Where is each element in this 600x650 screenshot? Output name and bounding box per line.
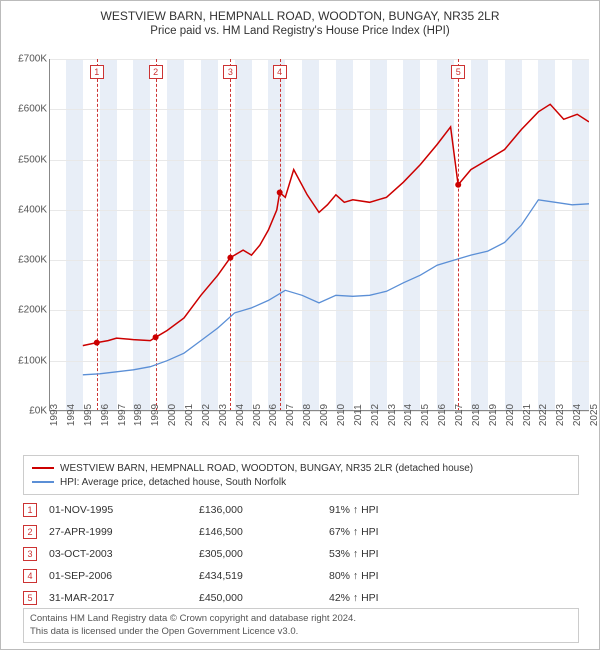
sale-marker-dot: [277, 190, 283, 196]
y-tick-label: £600K: [5, 104, 47, 115]
footer-line-2: This data is licensed under the Open Gov…: [30, 626, 572, 638]
marker-number-box: 2: [149, 65, 163, 79]
y-tick-label: £400K: [5, 204, 47, 215]
table-price: £434,519: [199, 570, 329, 582]
table-date: 01-SEP-2006: [49, 570, 199, 582]
y-tick-label: £100K: [5, 355, 47, 366]
sale-marker-dot: [227, 255, 233, 261]
title-line-2: Price paid vs. HM Land Registry's House …: [11, 25, 589, 37]
x-tick-label: 1995: [83, 404, 94, 426]
table-date: 31-MAR-2017: [49, 592, 199, 604]
y-tick-label: £700K: [5, 54, 47, 65]
marker-number-box: 5: [451, 65, 465, 79]
marker-number-box: 3: [223, 65, 237, 79]
y-tick-label: £300K: [5, 255, 47, 266]
table-vs-hpi: 80% ↑ HPI: [329, 570, 489, 582]
series-svg: [49, 59, 589, 411]
x-tick-label: 1999: [150, 404, 161, 426]
sale-marker-dot: [455, 182, 461, 188]
sale-marker-dot: [153, 334, 159, 340]
table-row: 4 01-SEP-2006£434,51980% ↑ HPI: [23, 565, 579, 587]
table-price: £146,500: [199, 526, 329, 538]
y-tick-label: £200K: [5, 305, 47, 316]
x-tick-label: 2004: [235, 404, 246, 426]
table-marker-number: 3: [23, 547, 37, 561]
series-property: [83, 104, 589, 345]
x-tick-label: 2019: [488, 404, 499, 426]
table-marker-number: 4: [23, 569, 37, 583]
series-hpi: [83, 200, 589, 375]
x-tick-label: 1993: [49, 404, 60, 426]
title-line-1: WESTVIEW BARN, HEMPNALL ROAD, WOODTON, B…: [11, 9, 589, 23]
table-vs-hpi: 91% ↑ HPI: [329, 504, 489, 516]
table-row: 1 01-NOV-1995£136,00091% ↑ HPI: [23, 499, 579, 521]
x-tick-label: 2008: [302, 404, 313, 426]
x-tick-label: 2015: [420, 404, 431, 426]
table-vs-hpi: 67% ↑ HPI: [329, 526, 489, 538]
marker-number-box: 1: [90, 65, 104, 79]
footer-line-1: Contains HM Land Registry data © Crown c…: [30, 613, 572, 625]
legend: WESTVIEW BARN, HEMPNALL ROAD, WOODTON, B…: [23, 455, 579, 495]
x-tick-label: 2024: [572, 404, 583, 426]
y-tick-label: £0K: [5, 406, 47, 417]
x-tick-label: 2000: [167, 404, 178, 426]
x-tick-label: 2012: [370, 404, 381, 426]
y-tick-label: £500K: [5, 154, 47, 165]
table-row: 3 03-OCT-2003£305,00053% ↑ HPI: [23, 543, 579, 565]
x-tick-label: 1994: [66, 404, 77, 426]
x-tick-label: 1998: [133, 404, 144, 426]
x-tick-label: 2001: [184, 404, 195, 426]
table-date: 27-APR-1999: [49, 526, 199, 538]
table-row: 2 27-APR-1999£146,50067% ↑ HPI: [23, 521, 579, 543]
x-tick-label: 2011: [353, 404, 364, 426]
sales-table: 1 01-NOV-1995£136,00091% ↑ HPI 2 27-APR-199…: [23, 499, 579, 609]
x-tick-label: 2014: [403, 404, 414, 426]
x-tick-label: 2010: [336, 404, 347, 426]
marker-number-box: 4: [273, 65, 287, 79]
x-tick-label: 2022: [538, 404, 549, 426]
x-tick-label: 2009: [319, 404, 330, 426]
sale-marker-dot: [94, 340, 100, 346]
legend-label: HPI: Average price, detached house, Sout…: [60, 477, 286, 488]
x-tick-label: 1997: [117, 404, 128, 426]
x-tick-label: 2025: [589, 404, 600, 426]
table-marker-number: 1: [23, 503, 37, 517]
legend-row: WESTVIEW BARN, HEMPNALL ROAD, WOODTON, B…: [32, 461, 570, 475]
table-row: 5 31-MAR-2017£450,00042% ↑ HPI: [23, 587, 579, 609]
x-tick-label: 2013: [387, 404, 398, 426]
x-tick-label: 2020: [505, 404, 516, 426]
table-vs-hpi: 42% ↑ HPI: [329, 592, 489, 604]
x-tick-label: 2006: [268, 404, 279, 426]
x-tick-label: 2023: [555, 404, 566, 426]
footer-attribution: Contains HM Land Registry data © Crown c…: [23, 608, 579, 643]
title-block: WESTVIEW BARN, HEMPNALL ROAD, WOODTON, B…: [1, 1, 599, 41]
table-date: 01-NOV-1995: [49, 504, 199, 516]
x-tick-label: 2017: [454, 404, 465, 426]
table-price: £450,000: [199, 592, 329, 604]
table-price: £136,000: [199, 504, 329, 516]
table-marker-number: 5: [23, 591, 37, 605]
chart-container: WESTVIEW BARN, HEMPNALL ROAD, WOODTON, B…: [0, 0, 600, 650]
x-tick-label: 2005: [252, 404, 263, 426]
table-date: 03-OCT-2003: [49, 548, 199, 560]
x-tick-label: 1996: [100, 404, 111, 426]
legend-swatch: [32, 467, 54, 469]
x-tick-label: 2016: [437, 404, 448, 426]
x-tick-label: 2007: [285, 404, 296, 426]
table-marker-number: 2: [23, 525, 37, 539]
legend-label: WESTVIEW BARN, HEMPNALL ROAD, WOODTON, B…: [60, 463, 473, 474]
legend-row: HPI: Average price, detached house, Sout…: [32, 475, 570, 489]
x-tick-label: 2021: [522, 404, 533, 426]
table-vs-hpi: 53% ↑ HPI: [329, 548, 489, 560]
x-tick-label: 2018: [471, 404, 482, 426]
x-tick-label: 2003: [218, 404, 229, 426]
x-tick-label: 2002: [201, 404, 212, 426]
legend-swatch: [32, 481, 54, 483]
table-price: £305,000: [199, 548, 329, 560]
